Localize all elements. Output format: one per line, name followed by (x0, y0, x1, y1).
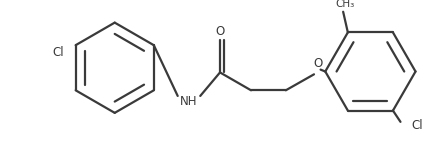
Text: CH₃: CH₃ (335, 0, 355, 9)
Text: Cl: Cl (53, 46, 64, 59)
Text: NH: NH (180, 95, 198, 108)
Text: Cl: Cl (412, 119, 423, 132)
Text: O: O (313, 58, 323, 70)
Text: O: O (215, 25, 225, 38)
